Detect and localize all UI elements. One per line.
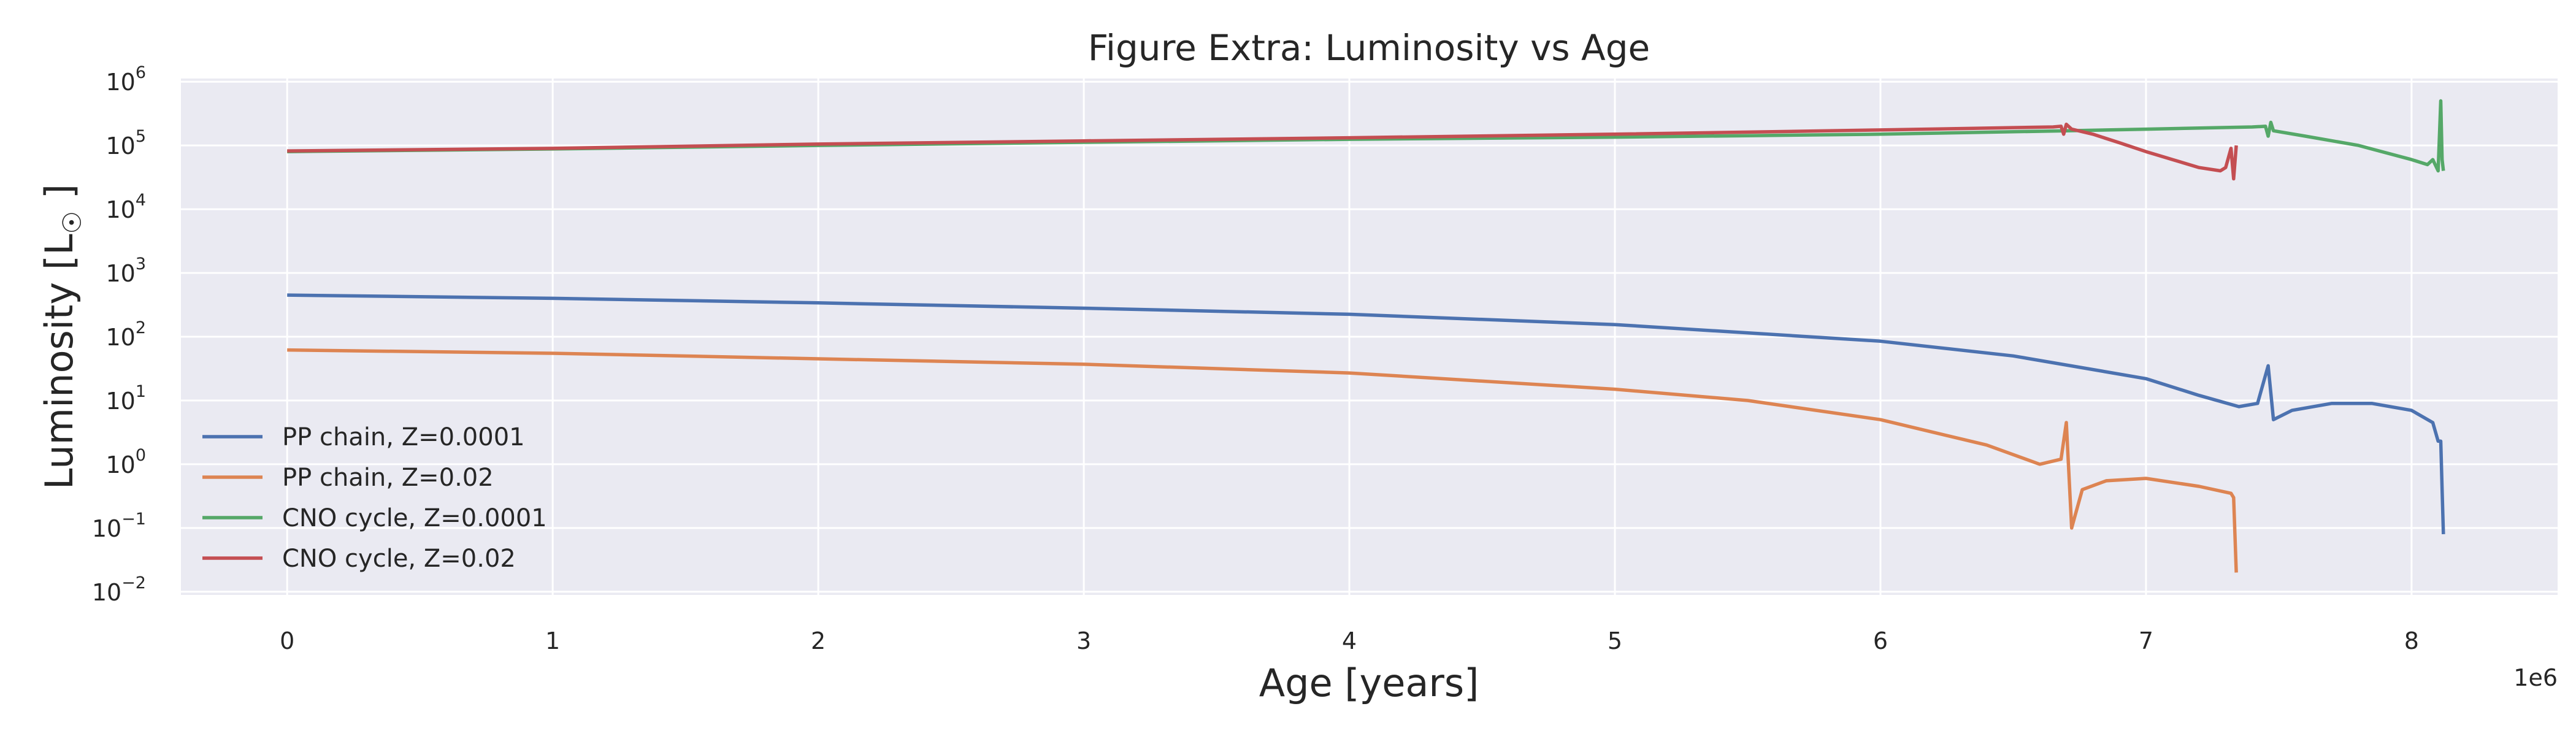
x-tick-label: 2 xyxy=(811,627,826,654)
x-tick-label: 7 xyxy=(2139,627,2153,654)
x-tick-label: 4 xyxy=(1342,627,1357,654)
legend-entry: CNO cycle, Z=0.0001 xyxy=(282,504,547,532)
series-line-2 xyxy=(287,348,2238,573)
chart-title: Figure Extra: Luminosity vs Age xyxy=(1088,27,1650,69)
y-tick-labels: 10−2 10−1 100 101 102 103 104 105 106 xyxy=(92,63,146,606)
y-tick-label: 100 xyxy=(105,446,146,478)
series-layer xyxy=(287,99,2445,573)
x-tick-label: 0 xyxy=(280,627,294,654)
x-tick-labels: 0 1 2 3 4 5 6 7 8 xyxy=(280,627,2419,654)
legend-entry: PP chain, Z=0.0001 xyxy=(282,423,525,451)
y-tick-label: 102 xyxy=(105,318,146,351)
y-tick-label: 101 xyxy=(105,382,146,415)
x-tick-label: 8 xyxy=(2404,627,2419,654)
x-tick-label: 6 xyxy=(1873,627,1888,654)
y-tick-label: 10−1 xyxy=(92,510,146,542)
series-line-4 xyxy=(287,122,2238,181)
x-tick-label: 3 xyxy=(1076,627,1091,654)
legend: PP chain, Z=0.0001 PP chain, Z=0.02 CNO cy… xyxy=(202,423,547,573)
x-tick-label: 1 xyxy=(545,627,560,654)
legend-entry: CNO cycle, Z=0.02 xyxy=(282,545,516,573)
y-axis-label: Luminosity [L☉ ] xyxy=(37,184,87,489)
y-tick-label: 103 xyxy=(105,255,146,287)
series-line-1 xyxy=(287,293,2445,534)
x-axis-label: Age [years] xyxy=(1259,661,1479,705)
y-tick-label: 10−2 xyxy=(92,573,146,606)
y-tick-label: 106 xyxy=(105,63,146,96)
x-tick-label: 5 xyxy=(1608,627,1622,654)
y-tick-label: 105 xyxy=(105,127,146,159)
y-tick-label: 104 xyxy=(105,191,146,223)
x-offset-label: 1e6 xyxy=(2513,664,2558,691)
legend-entry: PP chain, Z=0.02 xyxy=(282,464,494,492)
grid xyxy=(181,79,2558,595)
